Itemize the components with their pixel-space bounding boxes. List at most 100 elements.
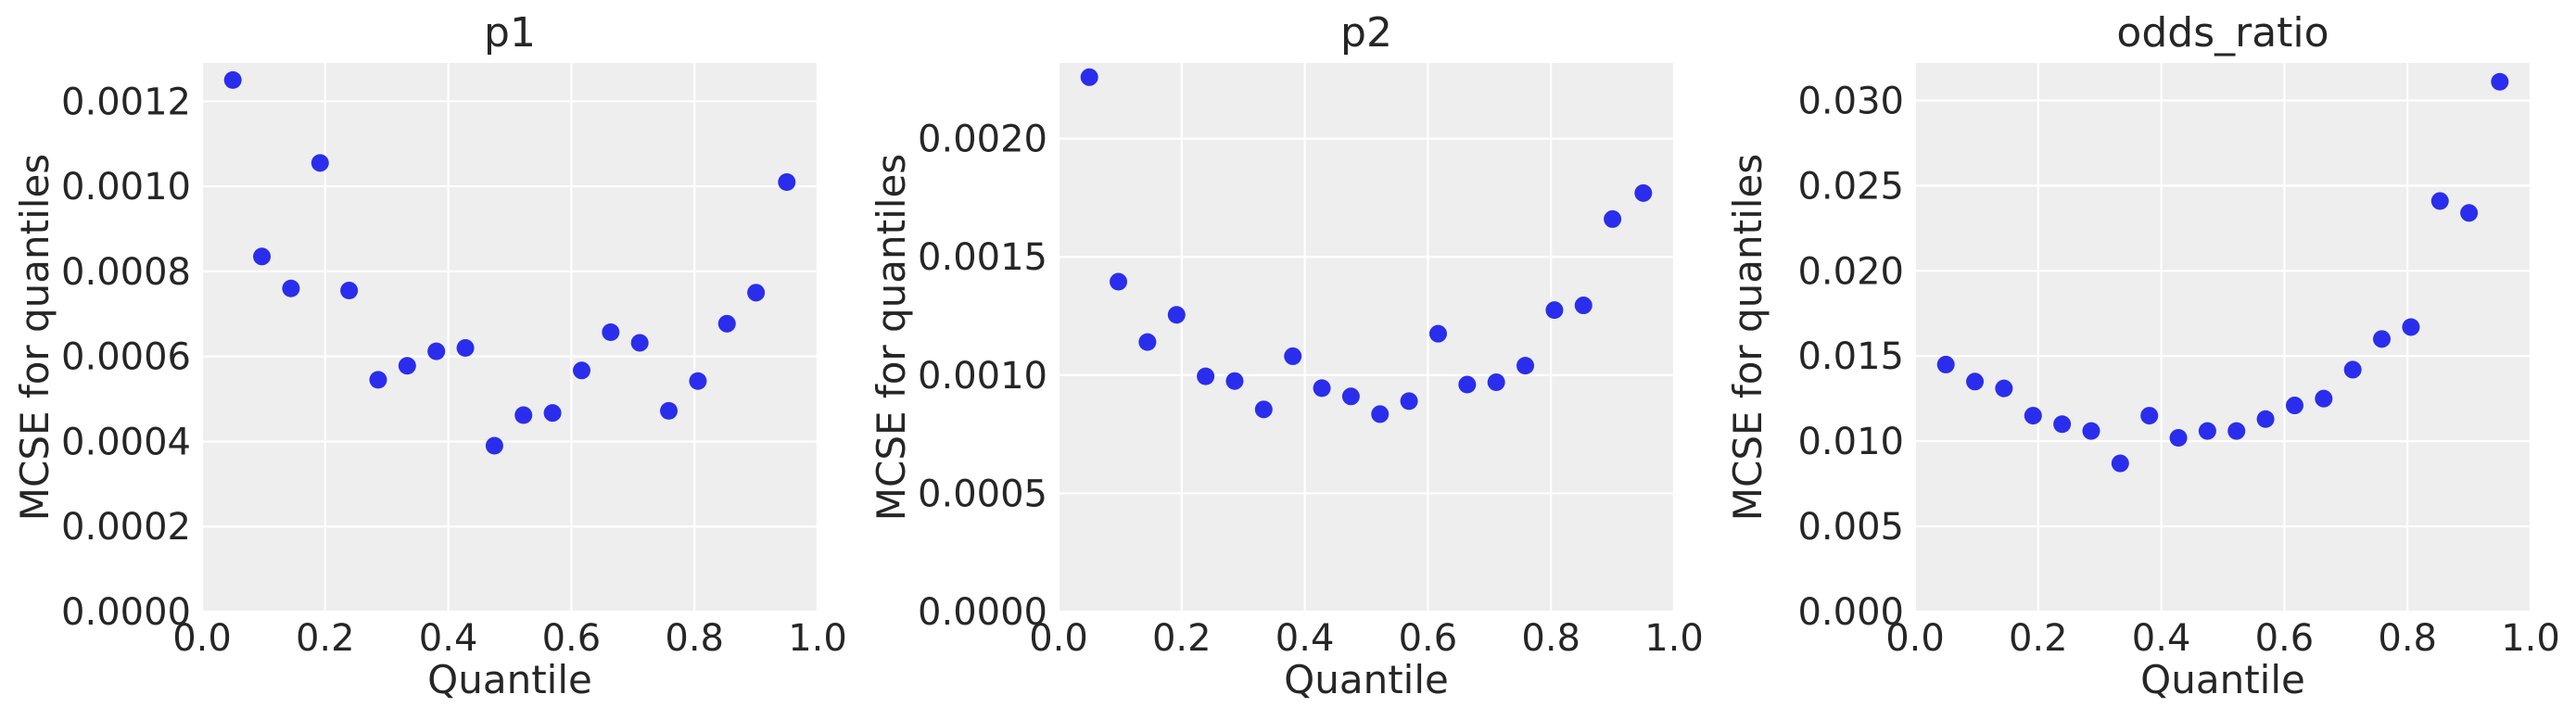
x-tick-label: 0.2 — [296, 617, 355, 660]
x-tick-label: 0.0 — [1885, 617, 1945, 660]
y-tick-label: 0.0012 — [61, 81, 191, 123]
data-point — [543, 404, 562, 423]
data-point — [369, 371, 387, 389]
data-point — [2460, 204, 2479, 222]
data-point — [427, 342, 446, 360]
y-tick-label: 0.005 — [1797, 506, 1904, 549]
data-point — [2198, 422, 2216, 440]
data-point — [660, 401, 679, 420]
plot-area — [1915, 63, 2531, 612]
y-tick-label: 0.0008 — [61, 251, 191, 294]
y-tick-label: 0.0006 — [61, 336, 191, 379]
data-point — [2082, 422, 2100, 440]
data-point — [2491, 72, 2509, 91]
panel-2: 0.0 0.2 0.4 0.6 0.8 1.0 0.0000 0.0005 0.0010 0.00… — [869, 9, 1704, 702]
y-tick-label: 0.020 — [1797, 250, 1904, 293]
chart-title: p2 — [1340, 9, 1392, 57]
data-point — [2256, 410, 2275, 428]
y-tick-label: 0.000 — [1797, 591, 1904, 634]
x-tick-label: 0.8 — [665, 617, 724, 660]
data-point — [2053, 415, 2072, 434]
y-tick-label: 0.0015 — [918, 236, 1047, 279]
x-tick-label: 0.2 — [2009, 617, 2068, 660]
x-tick-label: 0.0 — [1029, 617, 1088, 660]
y-tick-label: 0.025 — [1797, 165, 1904, 208]
x-tick-label: 0.4 — [2132, 617, 2191, 660]
data-point — [1487, 373, 1505, 391]
x-tick-label: 0.6 — [1399, 617, 1458, 660]
data-point — [2140, 407, 2159, 425]
data-point — [2315, 389, 2333, 408]
data-point — [2024, 407, 2042, 425]
data-point — [689, 372, 707, 390]
y-tick-label: 0.0020 — [918, 119, 1047, 161]
x-axis-label: Quantile — [427, 657, 592, 702]
data-point — [1138, 333, 1157, 351]
data-point — [1110, 272, 1128, 291]
data-point — [1225, 372, 1244, 390]
y-tick-label: 0.0000 — [918, 591, 1047, 634]
data-point — [2169, 428, 2188, 447]
data-point — [1428, 324, 1447, 343]
x-tick-label: 0.2 — [1152, 617, 1212, 660]
data-point — [778, 172, 796, 191]
x-tick-label: 1.0 — [788, 617, 847, 660]
data-point — [1634, 183, 1653, 202]
data-point — [485, 436, 503, 455]
x-tick-label: 1.0 — [2501, 617, 2560, 660]
data-point — [1371, 405, 1390, 423]
data-point — [253, 247, 272, 266]
data-point — [1254, 400, 1273, 419]
x-axis-label: Quantile — [1284, 657, 1449, 702]
y-tick-label: 0.0010 — [61, 166, 191, 208]
y-axis-label: MCSE for quantiles — [1725, 154, 1770, 521]
data-point — [2285, 397, 2303, 415]
y-tick-label: 0.0010 — [918, 355, 1047, 398]
data-point — [1936, 355, 1955, 373]
x-tick-label: 0.8 — [1521, 617, 1580, 660]
data-point — [2373, 330, 2392, 348]
data-point — [602, 322, 620, 341]
x-axis-label: Quantile — [2140, 657, 2305, 702]
data-point — [1574, 297, 1593, 315]
x-tick-label: 0.0 — [172, 617, 232, 660]
x-tick-label: 0.8 — [2378, 617, 2437, 660]
data-point — [1400, 392, 1418, 411]
data-point — [456, 338, 475, 357]
plot-area — [1059, 63, 1674, 612]
data-point — [2402, 318, 2420, 336]
data-point — [1197, 367, 1215, 385]
data-point — [1995, 379, 2013, 398]
data-point — [747, 284, 766, 302]
data-point — [1966, 373, 1985, 391]
data-point — [1313, 379, 1331, 398]
data-point — [630, 334, 649, 352]
data-point — [340, 282, 359, 300]
y-axis-label: MCSE for quantiles — [869, 154, 914, 521]
x-tick-label: 0.4 — [1275, 617, 1335, 660]
data-point — [572, 361, 590, 380]
data-point — [2343, 360, 2362, 379]
data-point — [1604, 209, 1622, 228]
chart-title: p1 — [484, 9, 536, 57]
x-tick-label: 0.4 — [419, 617, 478, 660]
y-tick-label: 0.0005 — [918, 473, 1047, 515]
data-point — [1167, 306, 1186, 324]
panel-1: 0.0 0.2 0.4 0.6 0.8 1.0 0.0000 0.0002 0.0004 0.00… — [12, 9, 847, 702]
plot-area — [202, 63, 818, 612]
panel-3: 0.0 0.2 0.4 0.6 0.8 1.0 0.000 0.005 0.010 0.015 0.… — [1725, 9, 2560, 702]
y-tick-label: 0.0000 — [61, 591, 191, 634]
data-point — [2111, 454, 2129, 473]
x-tick-label: 0.6 — [2255, 617, 2315, 660]
chart-title: odds_ratio — [2116, 9, 2329, 57]
y-axis-label: MCSE for quantiles — [12, 154, 57, 521]
data-point — [514, 406, 533, 424]
y-tick-label: 0.015 — [1797, 335, 1904, 378]
y-tick-label: 0.0002 — [61, 506, 191, 549]
data-point — [2227, 422, 2246, 440]
data-point — [1341, 387, 1360, 406]
data-point — [1458, 375, 1477, 394]
data-point — [398, 357, 416, 375]
x-tick-label: 1.0 — [1644, 617, 1704, 660]
